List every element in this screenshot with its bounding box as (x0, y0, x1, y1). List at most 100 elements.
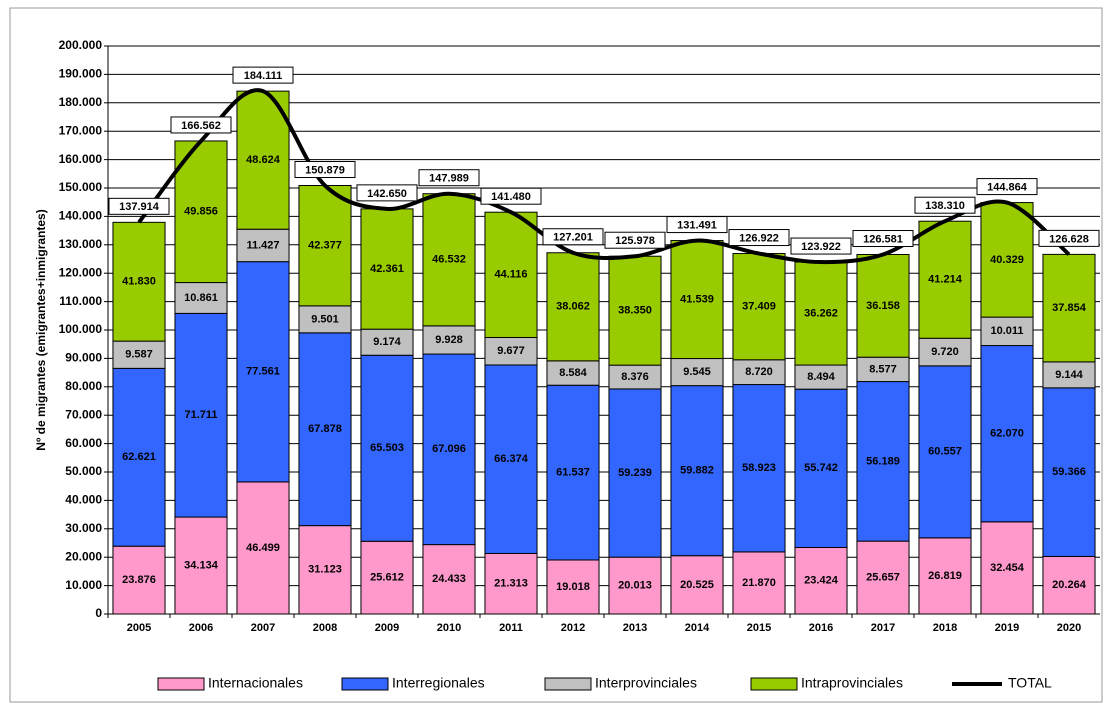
y-tick-label: 80.000 (65, 379, 102, 393)
y-tick-label: 160.000 (59, 152, 103, 166)
y-tick-label: 130.000 (59, 237, 103, 251)
total-label-box (914, 196, 976, 214)
x-tick-label: 2010 (437, 622, 461, 634)
value-label: 25.612 (370, 572, 404, 584)
y-axis-title: Nº de migrantes (emigrantes+inmigrantes) (34, 209, 48, 450)
y-tick-label: 90.000 (65, 351, 102, 365)
value-label: 36.158 (866, 300, 900, 312)
total-label-box (852, 230, 914, 248)
value-label: 19.018 (556, 581, 590, 593)
bar-segment (360, 540, 414, 615)
bar-segment (546, 360, 600, 386)
value-label: 9.720 (931, 346, 959, 358)
x-tick-label: 2015 (747, 622, 771, 634)
bar-segment (298, 185, 352, 307)
bar-segment (360, 328, 414, 356)
total-label: 123.922 (801, 241, 841, 253)
value-label: 8.376 (621, 371, 649, 383)
bar-segment (980, 316, 1034, 347)
bar-segment (546, 252, 600, 362)
bar-segment (174, 312, 228, 518)
total-label: 166.562 (181, 120, 221, 132)
value-label: 8.577 (869, 363, 897, 375)
x-tick-label: 2019 (995, 622, 1019, 634)
value-label: 46.499 (246, 542, 280, 554)
bar-segment (918, 220, 972, 339)
legend-swatch (341, 677, 389, 691)
bar-segment (794, 546, 848, 615)
value-label: 21.870 (742, 577, 776, 589)
legend-label: Interregionales (392, 675, 485, 691)
value-label: 38.062 (556, 301, 590, 313)
bar-segment (918, 365, 972, 539)
y-tick-label: 30.000 (65, 521, 102, 535)
value-label: 8.494 (807, 371, 835, 383)
value-label: 20.525 (680, 579, 714, 591)
value-label: 46.532 (432, 254, 466, 266)
total-label-box (666, 216, 728, 234)
bar-segment (236, 261, 290, 483)
x-tick-label: 2006 (189, 622, 213, 634)
y-tick-label: 0 (95, 606, 102, 620)
bar-segment (918, 337, 972, 367)
x-tick-label: 2016 (809, 622, 833, 634)
bar-segment (980, 202, 1034, 318)
bar-segment (918, 537, 972, 615)
value-label: 38.350 (618, 305, 652, 317)
bar-segment (608, 388, 662, 558)
bar-segment (732, 359, 786, 386)
x-tick-label: 2014 (685, 622, 710, 634)
value-label: 59.239 (618, 467, 652, 479)
x-tick-label: 2008 (313, 622, 337, 634)
legend-label: Internacionales (208, 675, 303, 691)
total-label-box (480, 187, 542, 205)
total-label: 147.989 (429, 173, 469, 185)
bar-segment (298, 305, 352, 334)
bar-segment (298, 525, 352, 615)
legend-swatch (157, 677, 205, 691)
bar-segment (1042, 253, 1096, 363)
bar-segment (608, 255, 662, 366)
bar-segment (112, 367, 166, 547)
legend-swatch (544, 677, 592, 691)
value-label: 77.561 (246, 366, 280, 378)
value-label: 25.657 (866, 571, 900, 583)
bar-segment (546, 384, 600, 561)
x-tick-label: 2013 (623, 622, 647, 634)
total-label: 126.581 (863, 233, 903, 245)
value-label: 9.677 (497, 345, 525, 357)
value-label: 9.587 (125, 349, 153, 361)
value-label: 9.174 (373, 336, 401, 348)
bar-segment (298, 332, 352, 527)
total-label: 137.914 (119, 201, 160, 213)
value-label: 37.409 (742, 301, 776, 313)
value-label: 9.144 (1055, 369, 1083, 381)
bar-segment (112, 221, 166, 342)
bar-segment (546, 559, 600, 615)
y-tick-label: 110.000 (59, 294, 102, 308)
total-label-box (542, 228, 604, 246)
total-label-box (976, 178, 1038, 196)
value-label: 41.830 (122, 276, 156, 288)
bar-segment (112, 545, 166, 615)
total-line (137, 88, 1071, 265)
bar-segment (980, 345, 1034, 523)
total-label-box (604, 231, 666, 249)
value-label: 67.878 (308, 423, 342, 435)
value-label: 32.454 (990, 562, 1025, 574)
y-tick-label: 170.000 (59, 123, 103, 137)
value-label: 31.123 (308, 564, 342, 576)
value-label: 49.856 (184, 206, 218, 218)
y-tick-label: 60.000 (65, 436, 102, 450)
value-label: 42.377 (308, 240, 342, 252)
value-label: 36.262 (804, 307, 838, 319)
x-tick-label: 2007 (251, 622, 275, 634)
y-tick-label: 10.000 (65, 578, 102, 592)
y-tick-label: 50.000 (65, 464, 102, 478)
total-label: 127.201 (553, 232, 593, 244)
bar-segment (484, 552, 538, 615)
total-label: 184.111 (244, 70, 283, 82)
bar-segment (732, 253, 786, 361)
bar-segment (794, 364, 848, 390)
